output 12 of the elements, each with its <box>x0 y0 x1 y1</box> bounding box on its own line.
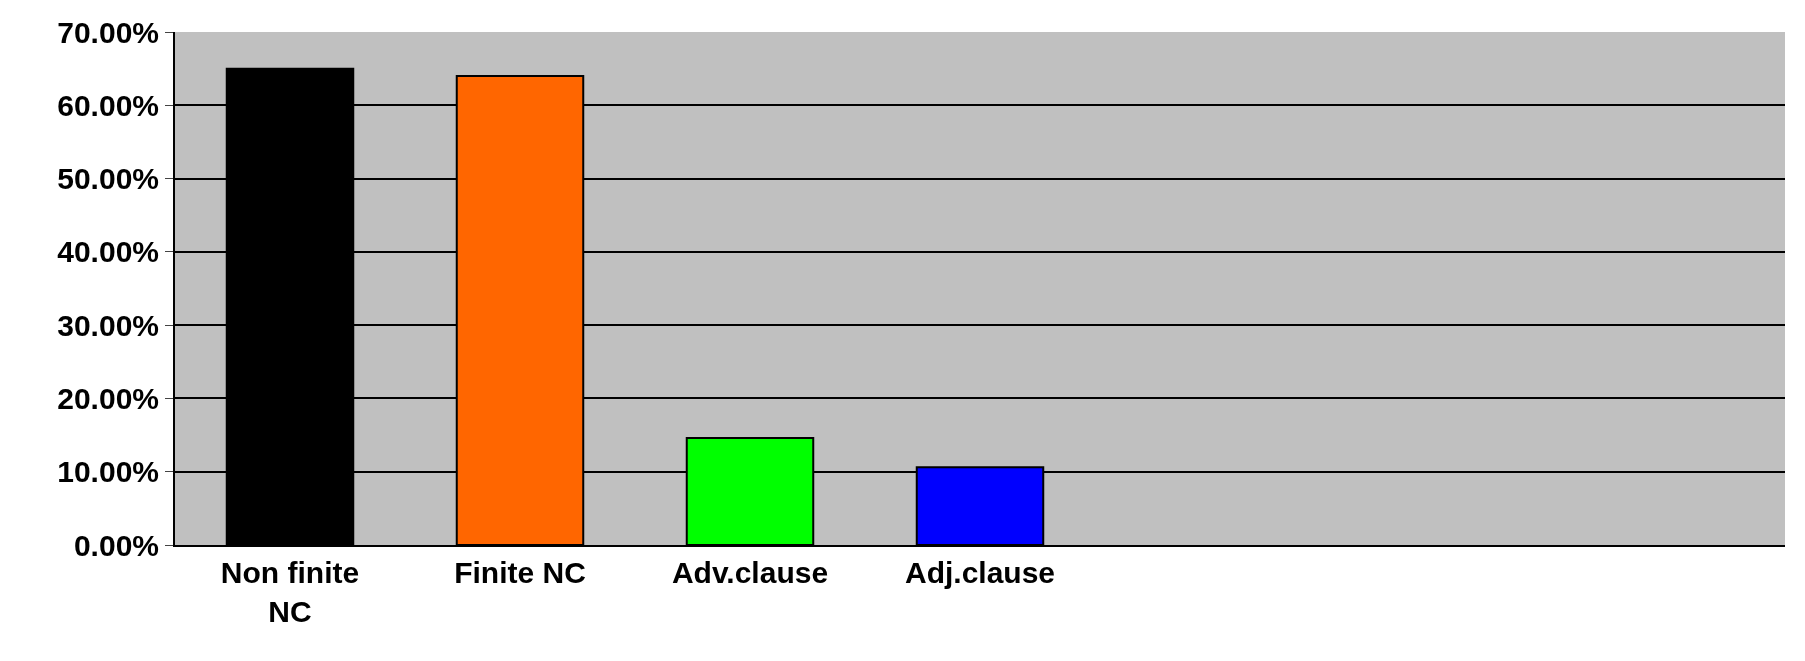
y-tick-label: 0.00% <box>73 528 159 562</box>
x-tick-label: Adj.clause <box>904 556 1056 589</box>
x-tick-label: Non finite NC <box>220 556 360 628</box>
y-tick-label: 20.00% <box>57 381 159 415</box>
y-tick-label: 50.00% <box>57 162 159 196</box>
y-tick-label: 10.00% <box>57 455 159 489</box>
y-tick-label: 40.00% <box>57 235 159 269</box>
y-tick-label: 30.00% <box>57 308 159 342</box>
x-tick-label: Finite NC <box>454 556 586 589</box>
y-tick-label: 70.00% <box>57 15 159 49</box>
x-tick-label: Adv.clause <box>671 556 829 589</box>
y-tick-label: 60.00% <box>57 88 159 122</box>
